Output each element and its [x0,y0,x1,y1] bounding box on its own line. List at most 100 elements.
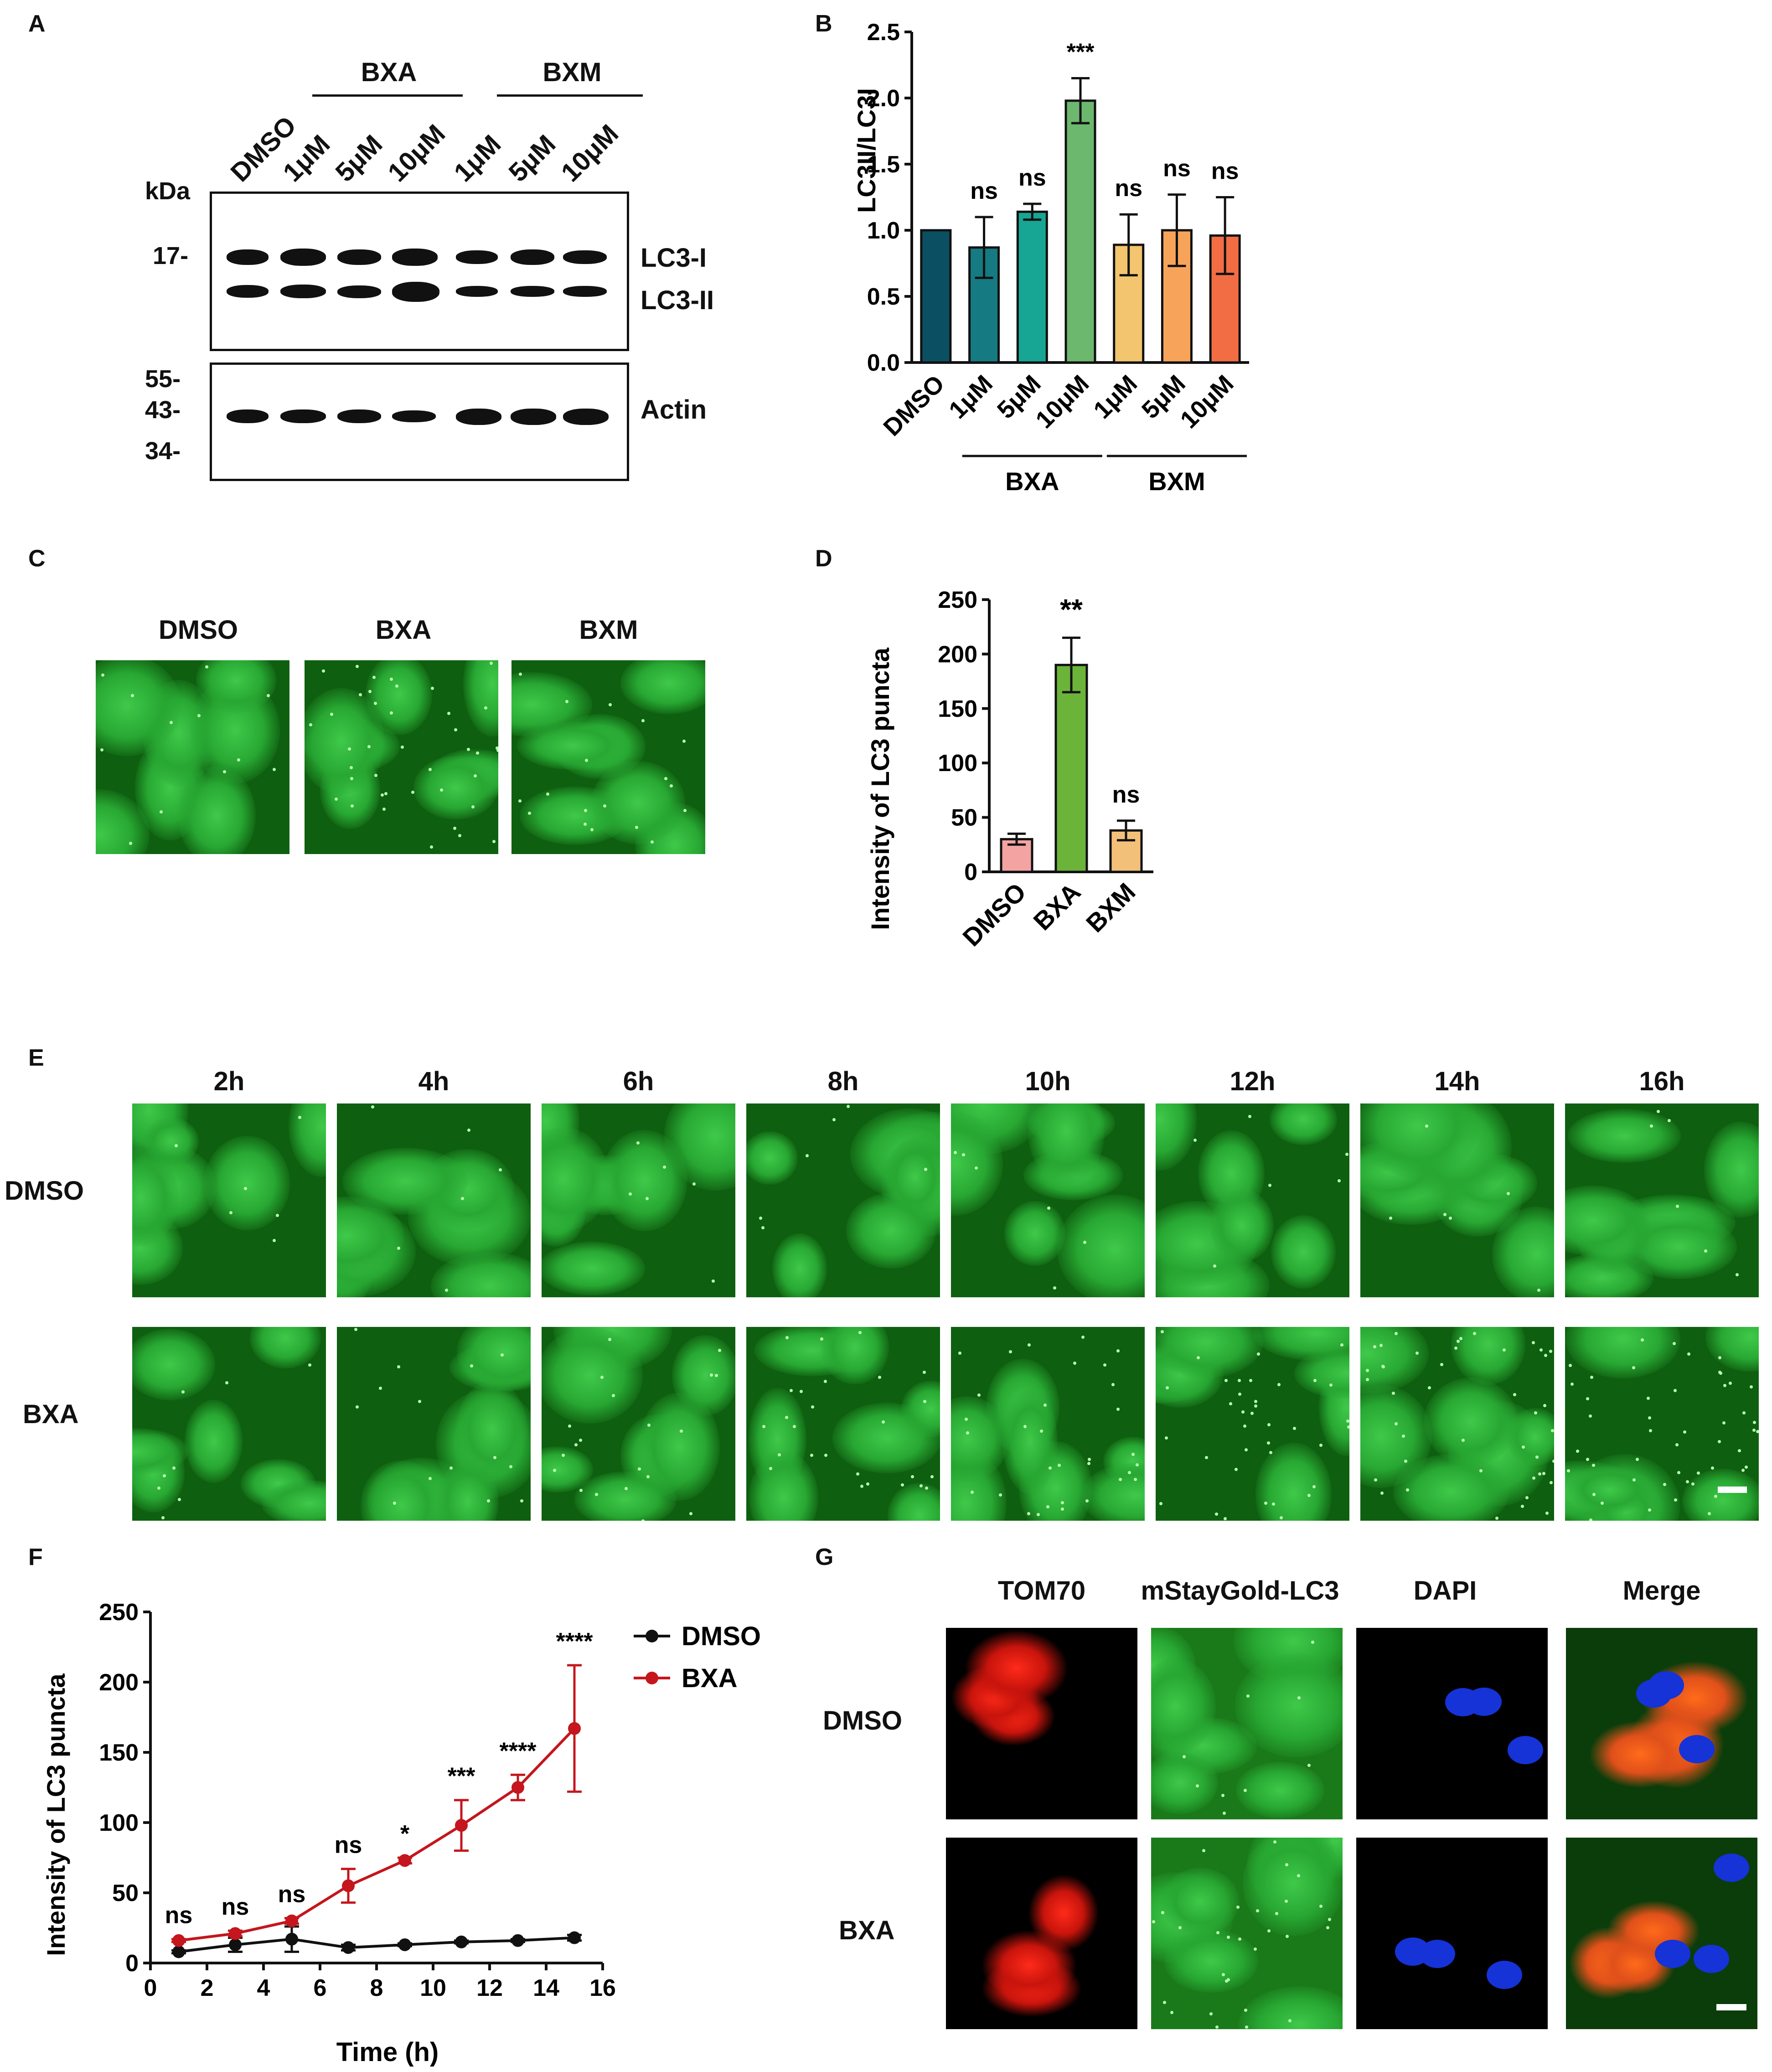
lc3-punctum [646,1475,650,1478]
lc3-punctum [509,1465,512,1469]
lc3-punctum [172,1466,176,1470]
lc3-punctum [1549,1349,1552,1353]
lc3-punctum [574,1443,578,1446]
lc3-punctum [1329,1383,1333,1387]
y-tick-label: 2.5 [867,19,900,46]
lc3-punctum [1521,1445,1525,1449]
lc3-punctum [1297,1874,1301,1877]
marker-55: 55- [145,365,181,393]
cell-body [250,1327,321,1368]
category-label: DMSO [878,370,950,441]
lc3-punctum [1312,1485,1316,1488]
lc3-punctum [1440,1363,1444,1367]
lc3-punctum [495,746,498,750]
x-tick-label: 0 [144,1975,157,2001]
lc3-punctum [1674,1498,1678,1502]
c-label: DMSO [159,615,238,645]
lc3-punctum [1224,1379,1228,1383]
lc3-punctum [1756,1430,1759,1434]
lc3-punctum [174,1144,178,1148]
lc3-punctum [1236,1905,1240,1909]
lc3-punctum [359,693,362,697]
lc3-punctum [823,1379,827,1383]
lc3-punctum [395,684,399,688]
lc3-punctum [1103,1363,1106,1367]
nucleus [1507,1736,1543,1765]
panel-label-d: D [815,545,832,572]
lc3-blot [210,192,629,351]
c-label: BXA [375,615,432,645]
lc3-punctum [1663,1483,1666,1487]
lc3-punctum [1244,2008,1247,2012]
micrograph-c-bxm [511,660,705,854]
lc3-punctum [467,1128,470,1132]
lc3-punctum [832,1118,836,1122]
category-label: DMSO [957,877,1031,952]
lc3-punctum [810,1453,813,1457]
series-line [178,1936,575,1953]
panel-label-a: A [28,10,46,37]
lc3-punctum [1714,1495,1717,1498]
data-point [455,1935,468,1948]
e-timepoint-label: 4h [418,1067,449,1096]
lc3-punctum [800,1390,803,1393]
lc3-punctum [609,703,612,706]
lc3-punctum [1345,1152,1348,1156]
lc3-punctum [1244,1789,1247,1792]
legend-marker [646,1672,658,1684]
lc3-punctum [1083,1240,1086,1244]
cell-body [1243,1838,1343,1937]
lc3-punctum [762,1425,766,1429]
lc3-punctum [641,719,645,722]
lc3-punctum [1326,1926,1329,1929]
chart-f-ylabel: Intensity of LC3 puncta [41,1673,70,1956]
lc3-punctum [461,1197,465,1200]
lc3-punctum [1675,1443,1679,1447]
y-tick-label: 50 [112,1880,139,1906]
lc3-punctum [1552,1460,1554,1463]
lc3-punctum [484,706,487,710]
lc3-punctum [1229,1402,1233,1406]
lc3-punctum [181,1390,185,1394]
lc3-punctum [382,807,386,811]
g-col-label: mStayGold-LC3 [1141,1576,1339,1606]
lc3-punctum [1479,1469,1483,1472]
lc3-punctum [637,1467,641,1471]
significance-label: ns [1115,175,1142,202]
lc3-punctum [237,758,240,762]
lc3-punctum [1592,1492,1596,1496]
micrograph-g-tom70 [946,1628,1137,1819]
lc3-punctum [715,1374,718,1378]
lc3-punctum [496,748,498,752]
lc3-punctum [1116,1349,1120,1352]
x-tick-label: 14 [533,1975,559,2001]
cell-body [1705,1327,1759,1372]
nucleus [1636,1679,1672,1708]
lc3-punctum [608,1338,611,1342]
lc3-punctum [1576,1449,1580,1453]
micrograph-e-bxa [132,1327,326,1521]
y-tick-label: 150 [99,1740,139,1766]
significance-label: ns [1163,155,1191,182]
lc3-punctum [272,768,276,772]
lc3-punctum [1221,1973,1225,1976]
lc3-punctum [965,1417,968,1421]
lc3-punctum [400,745,404,749]
lc3-punctum [858,1331,862,1334]
lc3-punctum [1328,1918,1332,1922]
lc3-punctum [1707,1512,1711,1516]
lc3-punctum [1161,1911,1165,1914]
legend-label: BXA [682,1663,737,1693]
lc3-punctum [1640,1338,1644,1342]
lc3-punctum [1131,1452,1135,1456]
lc3-punctum [1152,1920,1156,1924]
lc3-punctum [1275,1912,1279,1916]
lc3-punctum [1116,1408,1120,1411]
lc3-punctum [1502,1348,1506,1352]
lc3-punctum [1588,1414,1592,1418]
lc3-punctum [449,1466,453,1470]
lc3-punctum [565,700,569,704]
lc3-punctum [568,1424,572,1428]
lc3-punctum [1267,1929,1271,1932]
scale-bar [1716,2004,1746,2010]
